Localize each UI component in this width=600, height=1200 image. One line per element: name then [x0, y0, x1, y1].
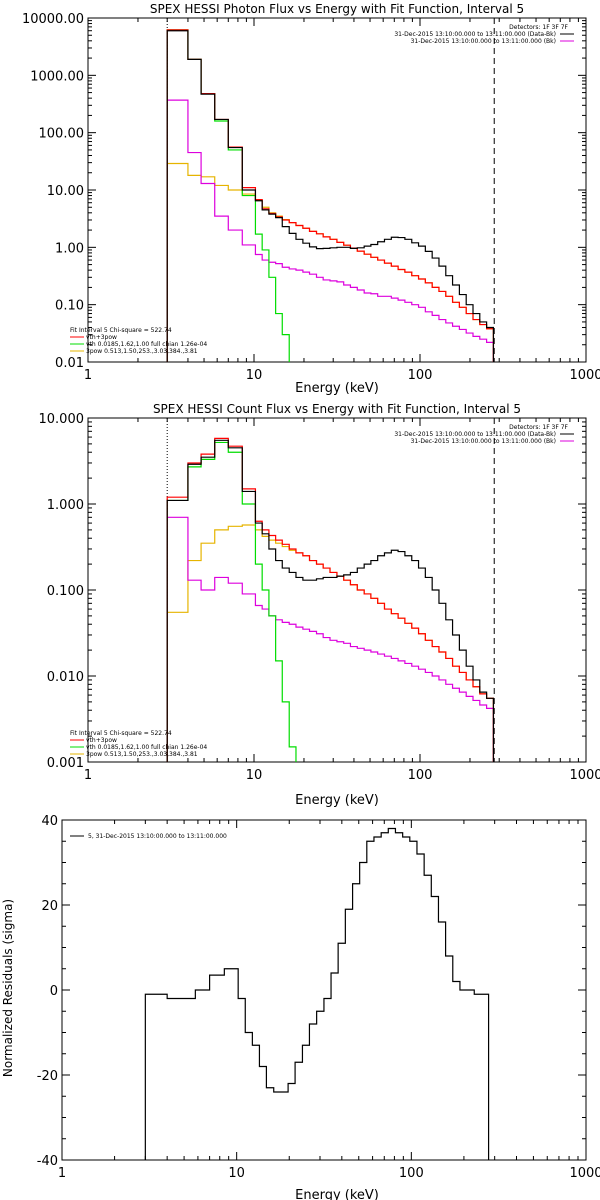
y-tick-label: 40 — [41, 814, 58, 829]
series-vth — [166, 29, 290, 362]
fit-legend-title: Fit Interval 5 Chi-square = 522.74 — [70, 730, 172, 737]
fit-legend-3pow: 3pow 0.513,1.50,253.,3.03,384.,3.81 — [86, 751, 198, 758]
legend-residual-interval: 5, 31-Dec-2015 13:10:00.000 to 13:11:00.… — [88, 833, 227, 840]
x-axis-label: Energy (keV) — [295, 1188, 379, 1200]
x-tick-label: 1000 — [569, 368, 600, 383]
fit-legend-model: vth+3pow — [86, 334, 117, 341]
legend-detectors: Detectors: 1F 3F 7F — [509, 24, 568, 31]
x-tick-label: 1 — [84, 768, 92, 783]
x-tick-label: 100 — [408, 768, 433, 783]
fit-legend-model: vth+3pow — [86, 737, 117, 744]
photon-flux-panel: SPEX HESSI Photon Flux vs Energy with Fi… — [22, 2, 600, 396]
y-tick-label: 10.000 — [39, 412, 85, 427]
y-tick-label: 0 — [50, 984, 58, 999]
y-axis-label: Normalized Residuals (sigma) — [1, 899, 15, 1077]
series-data-bk — [166, 439, 495, 762]
x-tick-label: 10 — [246, 768, 263, 783]
x-tick-label: 10 — [228, 1166, 245, 1181]
x-tick-label: 100 — [408, 368, 433, 383]
x-tick-label: 100 — [399, 1166, 424, 1181]
y-tick-label: 0.01 — [55, 356, 84, 371]
series-5-31-dec-2015-13-10-00-000-to-13-11-00-000 — [144, 827, 490, 1160]
y-tick-label: 0.010 — [47, 670, 84, 685]
series-vth-3pow — [166, 29, 495, 362]
y-tick-label: 1.00 — [55, 241, 84, 256]
x-tick-label: 1000 — [569, 1166, 600, 1181]
legend-detectors: Detectors: 1F 3F 7F — [509, 424, 568, 431]
y-tick-label: 0.100 — [47, 584, 84, 599]
legend-data-bk: 31-Dec-2015 13:10:00.000 to 13:11:00.000… — [394, 431, 556, 438]
legend-bk: 31-Dec-2015 13:10:00.000 to 13:11:00.000… — [411, 38, 556, 45]
residuals-panel: Energy (keV) Normalized Residuals (sigma… — [1, 814, 600, 1200]
panel-title: SPEX HESSI Photon Flux vs Energy with Fi… — [150, 2, 524, 16]
y-tick-label: 10.00 — [47, 184, 84, 199]
series-data-bk — [166, 30, 495, 362]
y-tick-label: -40 — [37, 1154, 58, 1169]
plot-frame — [87, 17, 587, 363]
x-tick-label: 10 — [246, 368, 263, 383]
x-tick-label: 1 — [84, 368, 92, 383]
y-tick-label: -20 — [37, 1069, 58, 1084]
x-axis-label: Energy (keV) — [295, 381, 379, 396]
count-flux-panel: SPEX HESSI Count Flux vs Energy with Fit… — [39, 402, 600, 808]
series-3pow — [166, 162, 495, 362]
fit-legend-vth: vth 0.0185,1.62,1.00 full chian 1.26e-04 — [86, 341, 207, 348]
legend-data-bk: 31-Dec-2015 13:10:00.000 to 13:11:00.000… — [394, 31, 556, 38]
y-tick-label: 1000.00 — [30, 69, 84, 84]
fit-legend-title: Fit Interval 5 Chi-square = 522.74 — [70, 327, 172, 334]
y-tick-label: 20 — [41, 899, 58, 914]
y-tick-label: 10000.00 — [22, 12, 84, 27]
series-vth — [166, 441, 297, 762]
x-tick-label: 1000 — [569, 768, 600, 783]
series-vth-3pow — [166, 437, 495, 762]
fit-legend-3pow: 3pow 0.513,1.50,253.,3.03,384.,3.81 — [86, 348, 198, 355]
legend-bk: 31-Dec-2015 13:10:00.000 to 13:11:00.000… — [411, 438, 556, 445]
y-tick-label: 0.10 — [55, 299, 84, 314]
x-axis-label: Energy (keV) — [295, 793, 379, 808]
series-bk — [166, 99, 495, 362]
y-tick-label: 1.000 — [47, 498, 84, 513]
x-tick-label: 1 — [58, 1166, 66, 1181]
plot-frame — [87, 417, 587, 763]
y-tick-label: 100.00 — [39, 127, 85, 142]
fit-legend-vth: vth 0.0185,1.62,1.00 full chian 1.26e-04 — [86, 744, 207, 751]
series-bk — [166, 516, 495, 762]
y-tick-label: 0.001 — [47, 756, 84, 771]
panel-title: SPEX HESSI Count Flux vs Energy with Fit… — [153, 402, 521, 416]
plot-frame — [61, 819, 587, 1161]
